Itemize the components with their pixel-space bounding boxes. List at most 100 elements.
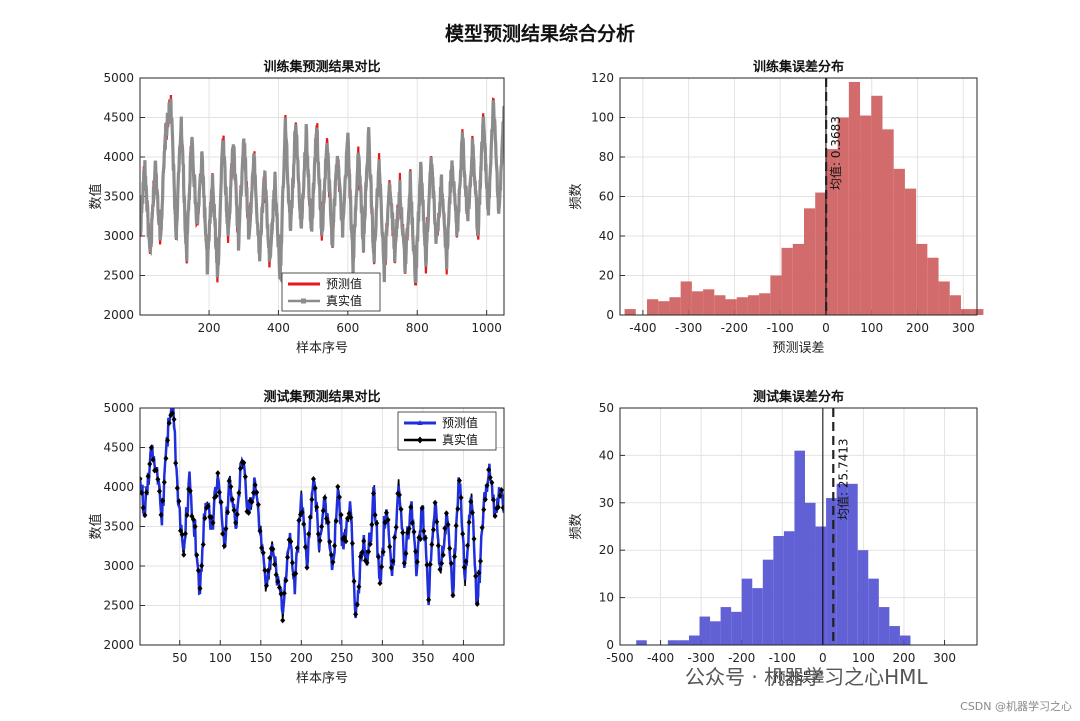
y-tick-label: 30: [599, 496, 614, 510]
data-point-actual: [210, 519, 216, 526]
data-point-actual: [419, 505, 425, 512]
data-point-actual: [499, 487, 504, 494]
axes-frame: [139, 407, 505, 646]
data-point-actual: [145, 473, 151, 480]
data-point-actual: [469, 509, 475, 516]
data-point-actual: [231, 507, 237, 514]
data-point-actual: [228, 483, 234, 490]
x-axis-label: 预测误差: [772, 341, 824, 356]
data-point-actual: [409, 520, 415, 527]
data-point-actual: [388, 564, 394, 571]
data-point-actual: [487, 474, 493, 481]
x-tick-label: 150: [249, 651, 272, 665]
data-point-actual: [234, 511, 240, 518]
histogram-bar: [826, 149, 838, 315]
x-tick-label: -200: [728, 651, 755, 665]
data-point-actual: [218, 499, 224, 506]
data-point-actual: [270, 546, 276, 553]
data-point-actual: [320, 507, 326, 514]
data-point-actual: [322, 494, 328, 501]
x-tick-label: -400: [629, 321, 656, 335]
data-point-actual: [233, 519, 239, 526]
data-point-actual: [332, 542, 338, 549]
histogram-bar: [688, 635, 700, 645]
histogram-bar: [960, 309, 973, 315]
data-point-actual: [452, 553, 458, 560]
histogram-bar: [636, 640, 647, 645]
data-point-actual: [319, 523, 325, 530]
histogram-bar: [927, 257, 939, 315]
data-point-actual: [500, 504, 504, 511]
data-point-actual: [265, 567, 271, 574]
data-point-actual: [255, 501, 261, 508]
histogram-bar: [725, 299, 737, 315]
histogram-bar: [916, 243, 928, 315]
data-point-actual: [471, 535, 477, 542]
histogram-bar: [699, 616, 711, 645]
test-error-histogram-panel: -500 -400 -300 -200 -100 0 100 200 300 0 10 20 30 40 5…: [569, 389, 978, 686]
data-point-actual: [358, 553, 364, 560]
data-point-actual: [442, 525, 448, 532]
data-point-actual: [171, 416, 177, 423]
y-tick-label: 3500: [103, 190, 134, 204]
data-point-actual: [440, 551, 446, 558]
data-point-actual: [306, 531, 312, 538]
data-point-actual: [330, 559, 336, 566]
y-axis-label: 数值: [88, 513, 104, 539]
histogram-bar: [667, 640, 679, 645]
histogram-bar: [773, 535, 784, 645]
histogram-bar: [710, 621, 721, 645]
data-point-actual: [195, 567, 201, 574]
histogram-bars: [636, 450, 911, 645]
data-point-actual: [396, 491, 402, 498]
data-point-actual: [309, 496, 315, 503]
data-point-actual: [184, 512, 190, 519]
x-tick-label: -300: [688, 651, 715, 665]
legend-marker-predicted: [417, 420, 423, 425]
data-point-actual: [163, 455, 169, 462]
data-point-actual: [327, 538, 333, 545]
x-tick-label: 300: [933, 651, 956, 665]
data-point-actual: [285, 554, 291, 561]
data-point-actual: [294, 545, 300, 552]
y-tick-label: 2500: [103, 269, 134, 283]
y-tick-label: 0: [606, 638, 614, 652]
histogram-bar: [741, 578, 753, 645]
axes-title: 训练集预测结果对比: [263, 59, 380, 75]
y-axis-label: 数值: [88, 183, 104, 209]
data-point-actual: [447, 545, 453, 552]
x-tick-label: 100: [860, 321, 883, 335]
data-point-actual: [249, 498, 255, 505]
data-point-actual: [280, 617, 286, 624]
data-point-actual: [252, 481, 258, 488]
x-tick-label: 200: [893, 651, 916, 665]
legend-box: [397, 411, 497, 451]
data-point-actual: [197, 585, 203, 592]
y-tick-label: 40: [599, 448, 614, 462]
axes-frame: [619, 77, 978, 316]
histogram-bar: [752, 588, 763, 645]
x-tick-label: 300: [371, 651, 394, 665]
data-point-actual: [140, 504, 146, 511]
data-point-actual: [424, 561, 430, 568]
data-point-actual: [450, 592, 456, 599]
data-point-actual: [390, 558, 396, 565]
data-point-actual: [273, 571, 279, 578]
y-tick-label: 2000: [103, 638, 134, 652]
data-point-actual: [301, 521, 307, 528]
mean-annotation: 均值: 25.7413: [835, 439, 850, 520]
watermark-brand: 公众号 · 机器学习之心HML: [685, 665, 928, 689]
data-point-actual: [229, 496, 235, 503]
data-point-actual: [481, 506, 487, 513]
x-axis-label: 样本序号: [296, 671, 348, 686]
data-point-actual: [486, 466, 492, 473]
y-tick-label: 2000: [103, 308, 134, 322]
data-point-actual: [213, 492, 219, 499]
data-point-actual: [401, 560, 407, 567]
data-point-actual: [216, 489, 222, 496]
data-point-actual: [293, 570, 299, 577]
data-point-actual: [289, 559, 295, 566]
data-point-actual: [434, 518, 440, 525]
y-tick-label: 4000: [103, 480, 134, 494]
